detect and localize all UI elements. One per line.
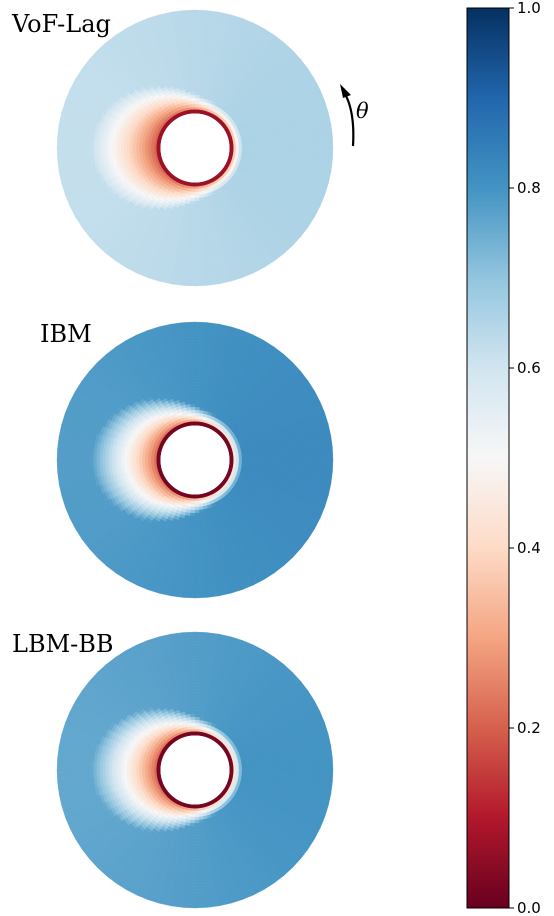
annulus-panel-0 [56, 9, 334, 287]
